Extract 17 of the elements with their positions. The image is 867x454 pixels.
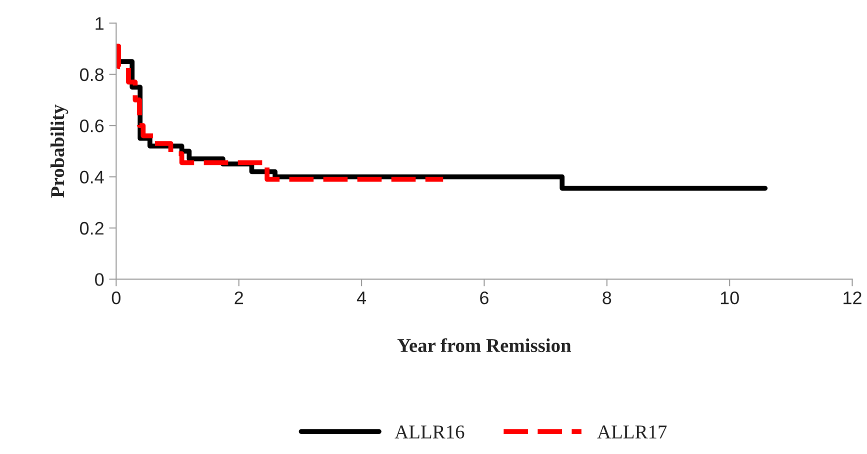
x-tick-label: 4 [356, 292, 366, 304]
y-tick-label: 0.6 [80, 120, 104, 132]
legend-label: ALLR16 [394, 425, 464, 439]
x-tick-label: 6 [480, 291, 488, 304]
y-tick-label: 1 [96, 17, 104, 30]
y-tick-label: 0.4 [80, 170, 104, 184]
y-axis-title: Probability [50, 104, 68, 198]
y-tick-label: 0.8 [80, 68, 104, 82]
x-tick-label: 10 [720, 291, 739, 304]
x-tick-label: 12 [844, 291, 862, 304]
x-tick-label: 2 [234, 291, 243, 304]
y-tick-label: 0 [95, 273, 104, 286]
x-tick-label: 0 [112, 291, 120, 304]
x-axis-title: Year from Remission [397, 338, 572, 352]
x-tick-label: 8 [602, 291, 612, 304]
legend-label: ALLR17 [597, 426, 667, 438]
y-tick-label: 0.2 [80, 222, 104, 235]
